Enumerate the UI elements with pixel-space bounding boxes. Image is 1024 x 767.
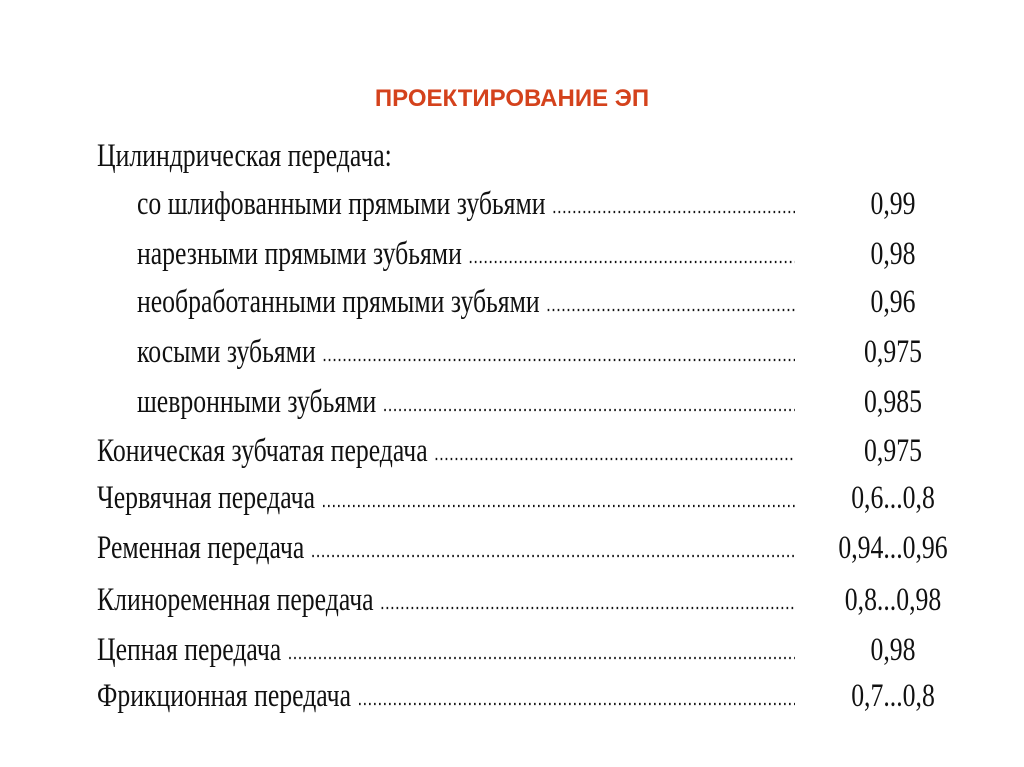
row-label-wrap: Коническая зубчатая передача (97, 433, 428, 469)
row-label: Клиноременная передача (97, 582, 374, 618)
row-label-wrap: необработанными прямыми зубьями (137, 284, 540, 320)
row-label: Фрикционная передача (97, 678, 351, 714)
row-label-wrap: Клиноременная передача (97, 582, 374, 618)
row-label-wrap: Цепная передача (97, 632, 281, 668)
row-value: 0,94...0,96 (838, 530, 947, 566)
row-value: 0,98 (870, 236, 915, 272)
row-value: 0,96 (870, 284, 915, 320)
row-value-wrap: 0,985 (864, 384, 922, 420)
row-value-wrap: 0,94...0,96 (838, 530, 947, 566)
row-value: 0,98 (870, 632, 915, 668)
row-label-wrap: Червячная передача (97, 480, 315, 516)
row-value-wrap: 0,99 (870, 186, 915, 222)
row-value: 0,7...0,8 (851, 678, 935, 714)
row-value: 0,6...0,8 (851, 480, 935, 516)
row-label: Ременная передача (97, 530, 304, 566)
row-value: 0,975 (864, 433, 922, 469)
row-label: шевронными зубьями (137, 384, 376, 420)
row-value-wrap: 0,7...0,8 (851, 678, 935, 714)
row-value-wrap: 0,98 (870, 236, 915, 272)
row-value-wrap: 0,975 (864, 433, 922, 469)
row-label-wrap: косыми зубьями (137, 334, 316, 370)
row-label-wrap: со шлифованными прямыми зубьями (137, 186, 546, 222)
efficiency-table: Цилиндрическая передача: со шлифованными … (97, 138, 948, 714)
row-value-wrap: 0,975 (864, 334, 922, 370)
row-value-wrap: 0,96 (870, 284, 915, 320)
group-heading-wrap: Цилиндрическая передача: (97, 138, 392, 174)
row-value: 0,985 (864, 384, 922, 420)
row-value-wrap: 0,98 (870, 632, 915, 668)
row-value: 0,99 (870, 186, 915, 222)
row-label: Цепная передача (97, 632, 281, 668)
row-label: Червячная передача (97, 480, 315, 516)
row-label: необработанными прямыми зубьями (137, 284, 540, 320)
row-label: со шлифованными прямыми зубьями (137, 186, 546, 222)
row-label-wrap: шевронными зубьями (137, 384, 376, 420)
row-label: нарезными прямыми зубьями (137, 236, 462, 272)
row-value-wrap: 0,8...0,98 (845, 582, 941, 618)
row-label-wrap: Фрикционная передача (97, 678, 351, 714)
row-value: 0,8...0,98 (845, 582, 941, 618)
slide-title: ПРОЕКТИРОВАНИЕ ЭП (375, 85, 649, 112)
group-heading: Цилиндрическая передача: (97, 138, 392, 174)
row-label: косыми зубьями (137, 334, 316, 370)
row-value-wrap: 0,6...0,8 (851, 480, 935, 516)
row-value: 0,975 (864, 334, 922, 370)
row-label-wrap: Ременная передача (97, 530, 304, 566)
row-label-wrap: нарезными прямыми зубьями (137, 236, 462, 272)
row-label: Коническая зубчатая передача (97, 433, 428, 469)
